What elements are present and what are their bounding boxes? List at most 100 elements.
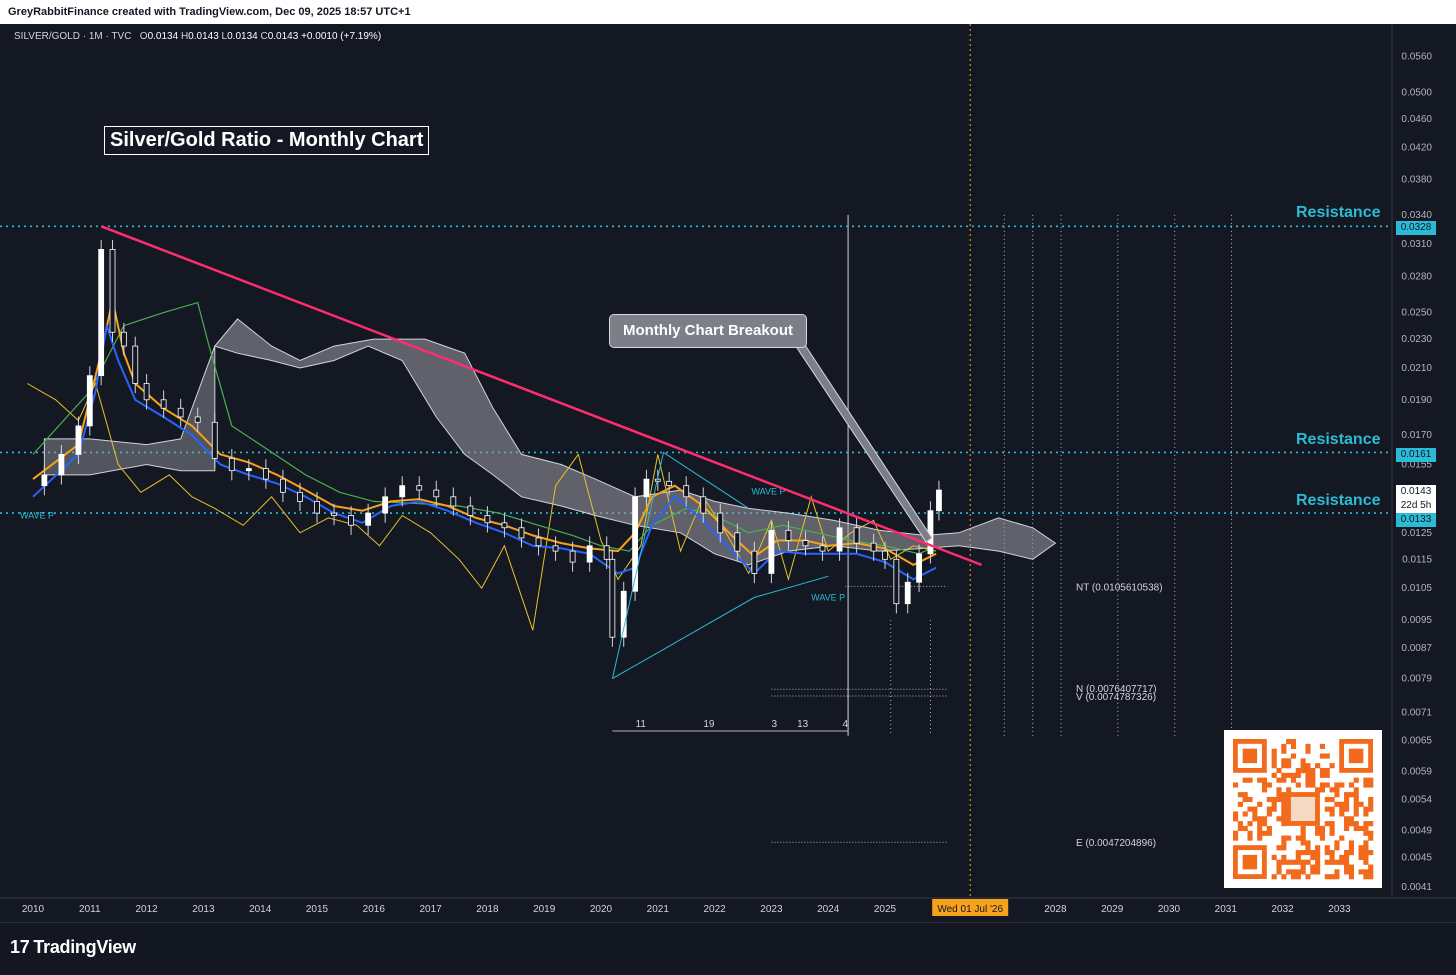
qr-module [1324, 782, 1330, 788]
qr-module [1300, 767, 1306, 774]
qr-module [1344, 850, 1350, 856]
qr-module [1353, 825, 1359, 832]
candle-body [484, 515, 491, 524]
ohlc-high-label: H [180, 31, 189, 42]
qr-module [1334, 845, 1340, 851]
qr-module [1344, 806, 1350, 812]
qr-module [1310, 767, 1316, 774]
qr-module [1271, 854, 1277, 860]
qr-module [1329, 796, 1335, 803]
candle-body [98, 248, 105, 377]
qr-module [1319, 782, 1326, 788]
y-tick-label: 0.0340 [1401, 210, 1432, 221]
qr-module [1315, 825, 1321, 832]
qr-module [1319, 767, 1326, 774]
candle-body [893, 558, 900, 605]
qr-module [1281, 796, 1287, 803]
qr-module [1348, 840, 1354, 846]
qr-module [1319, 743, 1326, 749]
qr-module [1286, 763, 1292, 769]
qr-module [1233, 830, 1239, 836]
qr-module [1358, 845, 1364, 851]
qr-module [1257, 830, 1263, 836]
qr-module [1348, 782, 1354, 788]
qr-module [1334, 782, 1340, 788]
candle-body [836, 527, 843, 552]
qr-module [1242, 811, 1248, 817]
qr-module [1310, 782, 1316, 788]
tradingview-logo[interactable]: 17 TradingView [10, 937, 136, 958]
qr-module [1261, 782, 1268, 788]
qr-module [1358, 825, 1364, 832]
qr-module [1295, 869, 1301, 875]
qr-module [1266, 830, 1272, 836]
qr-module [1237, 792, 1243, 798]
y-tick-label: 0.0095 [1401, 615, 1432, 626]
qr-module [1310, 850, 1316, 856]
qr-module [1334, 792, 1340, 798]
qr-module [1305, 743, 1311, 749]
candle-body [331, 512, 337, 516]
qr-module [1281, 845, 1287, 851]
qr-module [1261, 816, 1268, 822]
qr-module [1271, 874, 1277, 880]
qr-module [1257, 821, 1263, 827]
x-tick-label: 2033 [1328, 904, 1351, 915]
price-tag-resistance-high: 0.0328 [1396, 221, 1436, 235]
qr-module [1315, 854, 1321, 860]
qr-module [1276, 767, 1282, 774]
qr-module [1324, 821, 1330, 827]
qr-module [1286, 787, 1292, 793]
qr-module [1363, 840, 1369, 846]
qr-module [1368, 777, 1374, 783]
candle-body [58, 453, 65, 476]
qr-module [1368, 806, 1374, 812]
qr-module [1295, 874, 1301, 880]
qr-module [1368, 782, 1374, 788]
qr-module [1305, 763, 1311, 769]
qr-module [1266, 811, 1272, 817]
qr-module [1290, 739, 1297, 745]
y-tick-label: 0.0155 [1401, 459, 1432, 470]
qr-module [1271, 801, 1277, 807]
y-tick-label: 0.0250 [1401, 308, 1432, 319]
qr-module [1344, 825, 1350, 832]
resistance-label-mid: Resistance [1296, 431, 1381, 448]
candle-body [348, 515, 354, 526]
candle-body [683, 485, 690, 498]
candle-body [399, 485, 406, 498]
x-tick-label: 2011 [79, 904, 101, 915]
x-tick-label: 2025 [874, 904, 897, 915]
qr-module [1261, 777, 1268, 783]
qr-module [1334, 859, 1340, 865]
qr-module [1300, 859, 1306, 865]
price-tag-resistance-low: 0.0133 [1396, 513, 1436, 527]
qr-code [1224, 730, 1382, 888]
candle-body [365, 512, 372, 526]
qr-module [1348, 869, 1354, 875]
candle-body [734, 532, 741, 552]
qr-module [1281, 816, 1287, 822]
candle-body [160, 399, 167, 409]
qr-module [1315, 850, 1321, 856]
qr-module [1353, 796, 1359, 803]
qr-module [1324, 806, 1330, 812]
candle-body [228, 457, 235, 472]
qr-module [1247, 835, 1253, 841]
qr-module [1315, 869, 1321, 875]
qr-module [1305, 777, 1311, 783]
qr-module [1242, 792, 1248, 798]
candle-body [569, 550, 576, 563]
qr-module [1290, 874, 1297, 880]
qr-module [1310, 869, 1316, 875]
chart-title-box: Silver/Gold Ratio - Monthly Chart [104, 126, 430, 155]
qr-module [1295, 850, 1301, 856]
qr-module [1368, 801, 1374, 807]
chart-canvas[interactable]: 0.05600.05000.04600.04200.03800.03400.03… [0, 24, 1456, 922]
qr-module [1324, 796, 1330, 803]
qr-module [1271, 806, 1277, 812]
y-tick-label: 0.0087 [1401, 643, 1432, 654]
lagging-span-line [32, 301, 937, 555]
chart-area[interactable]: 0.0560 0.0500 0.0460 0.0420 0.0380 0.0340 0.03… [0, 24, 1456, 922]
candle-body [450, 496, 457, 507]
